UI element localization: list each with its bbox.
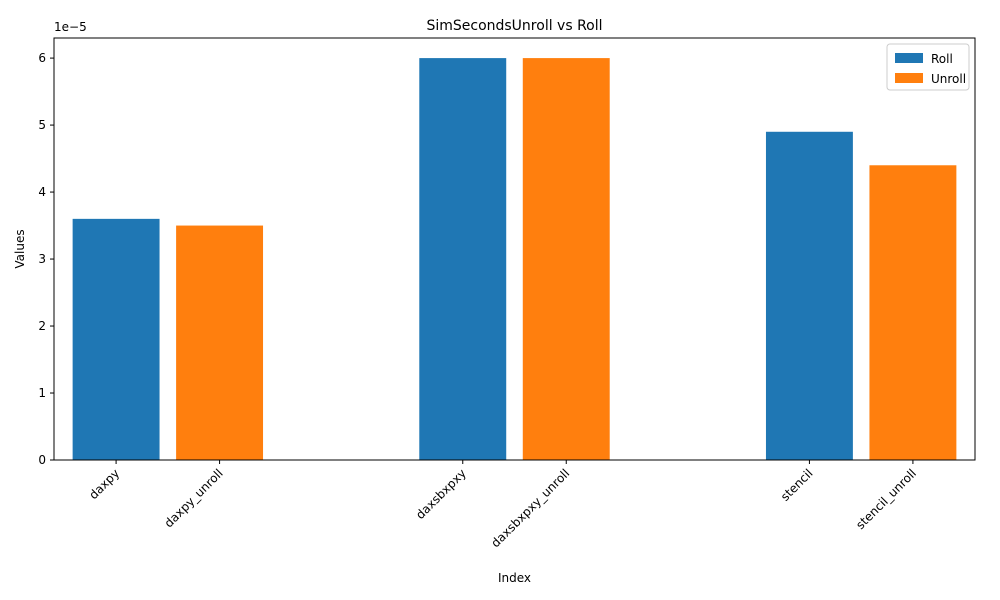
y-tick-label: 6 <box>38 51 46 65</box>
y-tick-label: 2 <box>38 319 46 333</box>
plot-frame <box>53 37 976 461</box>
y-tick-label: 5 <box>38 118 46 132</box>
legend-swatch <box>895 53 923 63</box>
x-axis-label: Index <box>498 571 531 585</box>
x-tick-label: stencil <box>778 466 816 504</box>
y-tick-label: 0 <box>38 453 46 467</box>
bar-daxsbxpxy_unroll <box>522 58 610 460</box>
legend: Roll Unroll <box>886 43 970 91</box>
y-axis: 0 1 2 3 4 5 6 <box>38 51 54 467</box>
x-tick-label: daxpy <box>86 466 122 502</box>
bar-stencil_unroll <box>869 165 957 460</box>
y-axis-label: Values <box>13 229 27 268</box>
bar-stencil <box>765 131 853 460</box>
x-tick-label: daxpy_unroll <box>162 466 226 530</box>
y-tick-label: 4 <box>38 185 46 199</box>
chart-title: SimSecondsUnroll vs Roll <box>426 18 602 34</box>
y-offset-text: 1e−5 <box>54 20 87 34</box>
legend-label: Unroll <box>931 72 966 86</box>
legend-label: Roll <box>931 52 953 66</box>
bar-daxpy_unroll <box>176 225 264 460</box>
bar-daxpy <box>72 218 160 460</box>
x-tick-label: daxsbxpxy_unroll <box>488 466 572 550</box>
y-tick-label: 3 <box>38 252 46 266</box>
bar-daxsbxpxy <box>419 58 507 460</box>
legend-swatch <box>895 73 923 83</box>
x-tick-label: daxsbxpxy <box>413 466 469 522</box>
x-tick-label: stencil_unroll <box>853 466 919 532</box>
y-tick-label: 1 <box>38 386 46 400</box>
bars-group <box>72 58 957 460</box>
x-axis: daxpy daxpy_unroll daxsbxpxy daxsbxpxy_unro… <box>86 460 919 550</box>
